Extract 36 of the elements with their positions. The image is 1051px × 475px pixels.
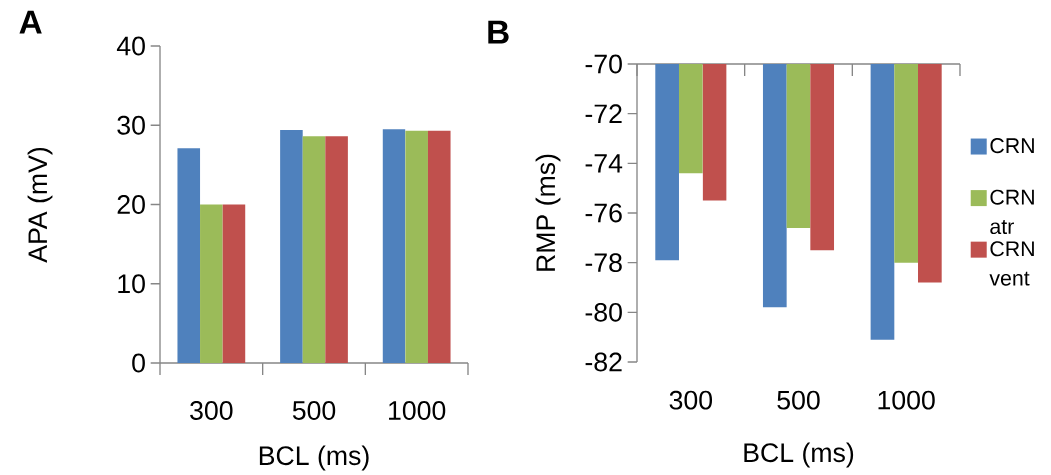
legend-label: CRN [990,138,1034,154]
x-tick-label: 300 [190,401,233,420]
bar [405,130,428,363]
chart-title: A [19,10,42,34]
y-tick-label: -82 [585,352,622,372]
chart-title: B [488,20,509,44]
y-tick-label: -70 [585,54,622,74]
legend-label: CRN atr [990,189,1034,235]
x-tick-label: 1000 [389,401,446,420]
y-tick-label: 10 [118,274,145,294]
x-tick-label: 500 [777,390,820,410]
bar [427,130,451,363]
bar [222,204,246,363]
bar [382,129,406,363]
y-tick-label: 0 [132,353,145,373]
bar [325,136,348,363]
x-tick-label: 300 [669,390,713,410]
y-tick-label: -78 [585,253,622,273]
y-tick-label: -80 [585,302,622,322]
y-tick-label: -72 [585,104,622,123]
y-tick-label: 20 [117,195,145,214]
y-axis-title: RMP (ms) [535,154,561,271]
y-tick-label: 40 [116,36,145,56]
x-tick-label: 1000 [878,390,935,410]
y-tick-label: -76 [585,203,622,223]
bar [280,130,303,363]
bar [200,204,223,363]
x-axis-title: BCL (ms) [259,445,369,471]
bar [302,136,326,363]
x-axis-title: BCL (ms) [744,442,854,468]
bar [177,148,201,363]
legend-label: CRN vent [989,241,1034,286]
x-tick-label: 500 [292,401,336,420]
y-tick-label: -74 [585,154,623,173]
y-axis-title: APA (mV) [27,147,53,263]
y-tick-label: 30 [117,115,145,135]
